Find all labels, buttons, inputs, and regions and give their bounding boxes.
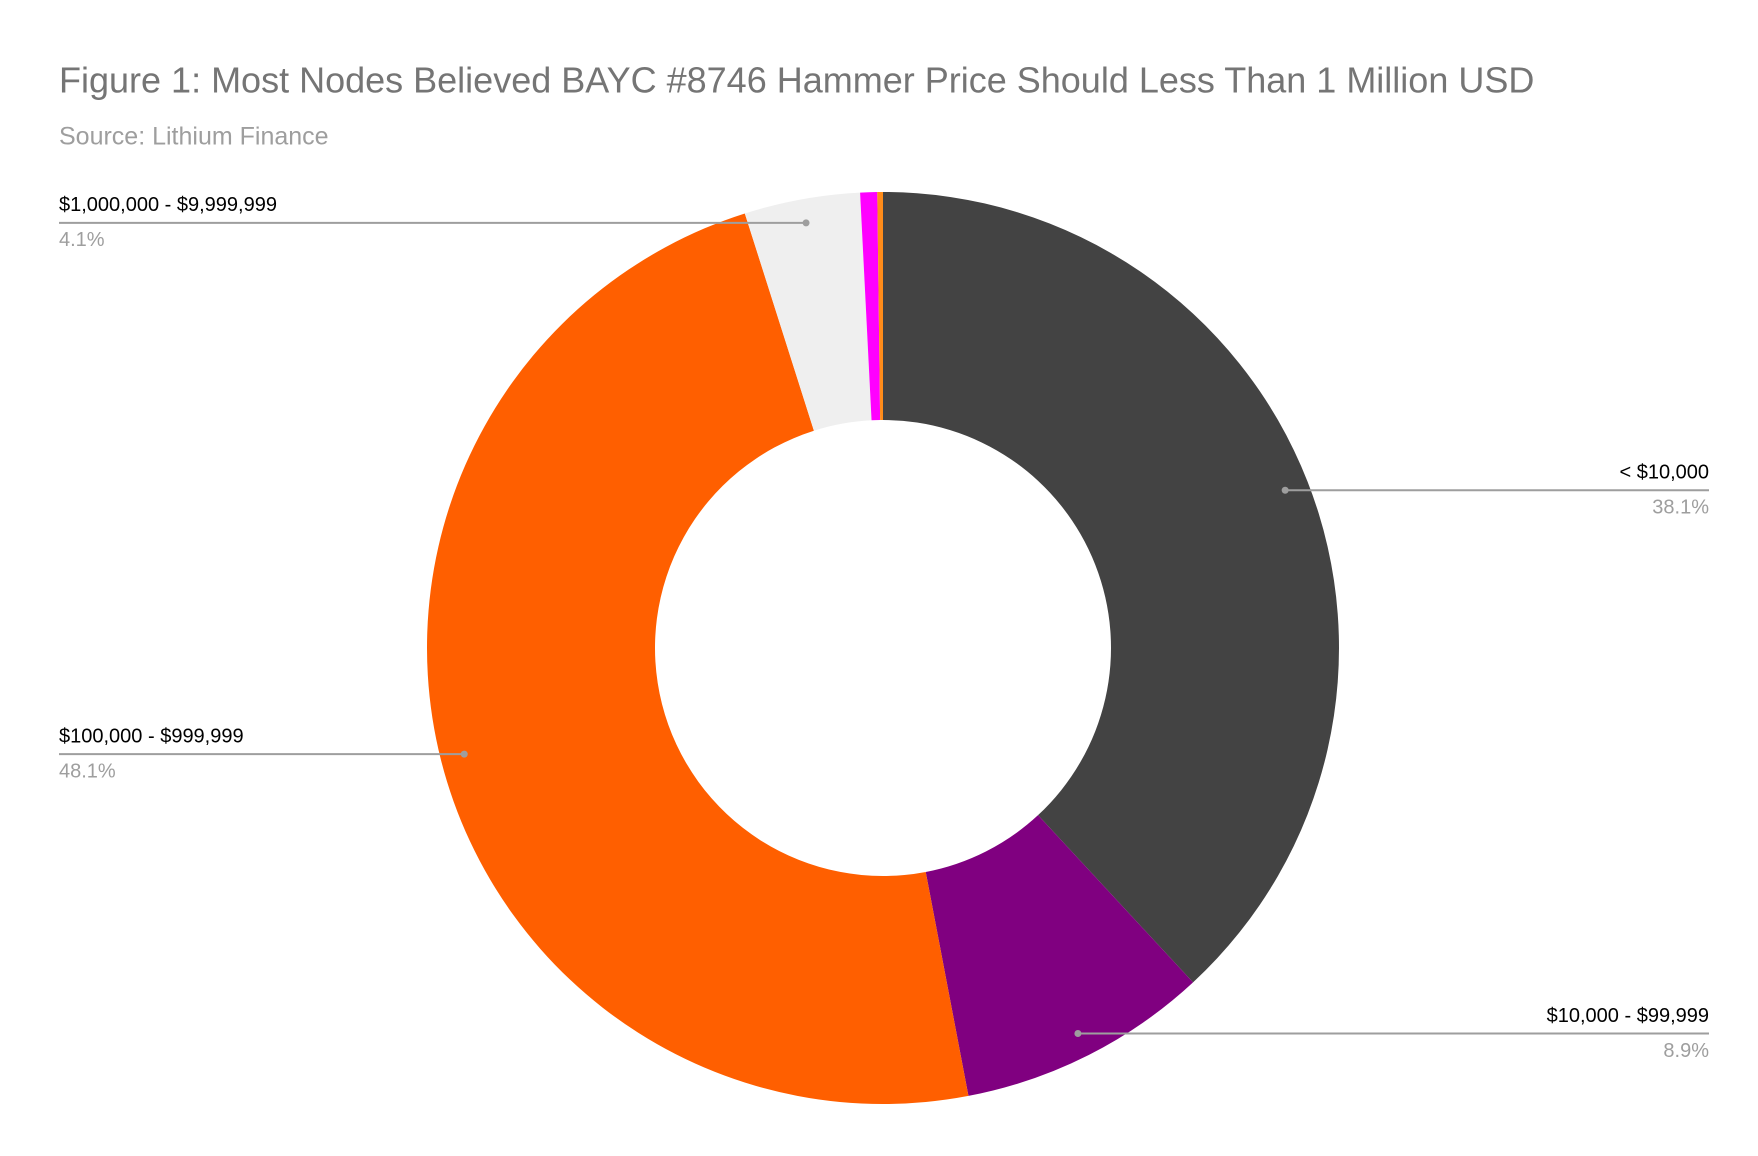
leader-dot [460, 750, 468, 758]
donut-slice [744, 192, 872, 431]
donut-slice [925, 815, 1194, 1096]
leader-dot [1281, 486, 1289, 494]
donut-slice [883, 192, 1339, 983]
donut-slice [427, 213, 969, 1104]
slice-value-label: 38.1% [1652, 497, 1709, 519]
chart-subtitle: Source: Lithium Finance [59, 123, 329, 151]
slice-label: $1,000,000 - $9,999,999 [59, 194, 277, 216]
leader-dot [1074, 1030, 1082, 1038]
slice-value-label: 4.1% [59, 229, 105, 251]
slice-label: $100,000 - $999,999 [59, 725, 244, 747]
slice-label: < $10,000 [1619, 462, 1709, 484]
leader-dot [802, 219, 810, 227]
chart-title: Figure 1: Most Nodes Believed BAYC #8746… [59, 60, 1534, 101]
donut-slice [877, 192, 883, 421]
slice-label: $10,000 - $99,999 [1547, 1005, 1709, 1027]
donut-slice [860, 192, 881, 421]
slice-value-label: 8.9% [1663, 1040, 1709, 1062]
slice-value-label: 48.1% [59, 760, 116, 782]
